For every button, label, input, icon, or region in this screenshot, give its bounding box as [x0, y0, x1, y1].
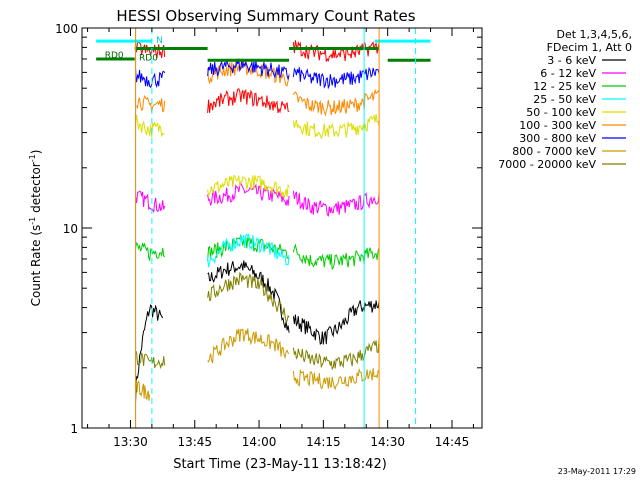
series-8-segment-1 — [207, 272, 290, 323]
flags-layer: RD0 N RD0 — [96, 36, 431, 64]
series-8-segment-2 — [292, 337, 380, 371]
x-tick-label-1: 13:45 — [177, 435, 212, 449]
x-tick-label-3: 14:15 — [306, 435, 341, 449]
series-7-segment-0 — [135, 379, 151, 401]
legend-entry-label-1: 6 - 12 keV — [540, 67, 596, 80]
series-4-segment-1 — [207, 175, 290, 199]
series-8-segment-0 — [135, 350, 166, 370]
legend-entry-label-0: 3 - 6 keV — [547, 54, 596, 67]
series-1-segment-0 — [135, 190, 166, 214]
series-red-segment-2 — [292, 40, 380, 62]
flag-label-1: N — [156, 36, 163, 46]
y-axis-label: Count Rate (s-1 detector-1) — [28, 150, 43, 307]
series-3-segment-0 — [207, 233, 290, 268]
x-tick-label-2: 14:00 — [242, 435, 277, 449]
axis-ticks-layer: 13:30 13:45 14:00 14:15 14:30 14:45 1 10 100 — [55, 22, 482, 449]
series-1-segment-2 — [292, 190, 380, 217]
series-3 — [207, 233, 290, 268]
x-axis-label: Start Time (23-May-11 13:18:42) — [173, 457, 387, 472]
vertical-lines-layer — [135, 28, 417, 428]
legend: Det 1,3,4,5,6,FDecim 1, Att 03 - 6 keV6 … — [498, 28, 632, 171]
series-4-segment-0 — [135, 114, 165, 138]
series-6 — [135, 58, 380, 90]
footer-timestamp: 23-May-2011 17:29 — [558, 467, 636, 476]
legend-entry-label-5: 100 - 300 keV — [519, 119, 596, 132]
series-0-segment-0 — [135, 304, 164, 402]
series-6-segment-2 — [292, 66, 380, 90]
series-7-segment-2 — [292, 367, 380, 391]
legend-entry-label-4: 50 - 100 keV — [526, 106, 596, 119]
series-6-segment-1 — [207, 58, 290, 81]
series-7 — [135, 328, 380, 401]
y-axis-label-close: ) — [29, 150, 43, 155]
y-tick-label-0: 1 — [70, 422, 78, 436]
series-5-segment-2 — [292, 88, 380, 117]
series-8 — [135, 272, 380, 371]
y-axis-label-rest: detector — [29, 162, 43, 217]
flag-label-2: RD0 — [139, 54, 158, 64]
x-tick-label-4: 14:30 — [370, 435, 405, 449]
series-6-segment-0 — [135, 69, 166, 89]
flag-label-0: RD0 — [105, 51, 124, 61]
plot-area — [82, 28, 482, 428]
series-0-segment-2 — [292, 300, 380, 345]
plot-background — [82, 28, 482, 428]
series-2-segment-2 — [292, 243, 380, 271]
y-tick-label-1: 10 — [63, 222, 78, 236]
legend-entry-label-8: 7000 - 20000 keV — [498, 158, 596, 171]
x-tick-label-5: 14:45 — [435, 435, 470, 449]
y-axis-label-sup2: -1 — [28, 154, 37, 162]
series-4 — [135, 114, 380, 199]
y-axis-label-main: Count Rate (s — [29, 225, 43, 307]
legend-header-1: FDecim 1, Att 0 — [547, 41, 632, 54]
series-red-segment-0 — [135, 39, 166, 59]
series-0-segment-1 — [207, 260, 290, 333]
legend-entry-label-6: 300 - 800 keV — [519, 132, 596, 145]
series-7-segment-1 — [207, 328, 290, 364]
series-4-segment-2 — [292, 114, 380, 140]
series-0 — [135, 260, 380, 402]
series-2-segment-0 — [135, 241, 166, 262]
chart-title: HESSI Observing Summary Count Rates — [116, 7, 415, 25]
legend-header-0: Det 1,3,4,5,6, — [556, 28, 632, 41]
series-5-segment-0 — [135, 94, 166, 113]
series-1 — [135, 182, 380, 217]
legend-entry-label-7: 800 - 7000 keV — [512, 145, 596, 158]
y-axis-label-sup: -1 — [28, 217, 37, 225]
x-tick-label-0: 13:30 — [113, 435, 148, 449]
series-layer — [135, 39, 380, 402]
y-tick-label-2: 100 — [55, 22, 78, 36]
series-1-segment-1 — [207, 182, 290, 206]
series-red — [135, 39, 380, 114]
series-red-segment-1 — [207, 88, 290, 114]
legend-entry-label-3: 25 - 50 keV — [533, 93, 596, 106]
legend-entry-label-2: 12 - 25 keV — [533, 80, 596, 93]
